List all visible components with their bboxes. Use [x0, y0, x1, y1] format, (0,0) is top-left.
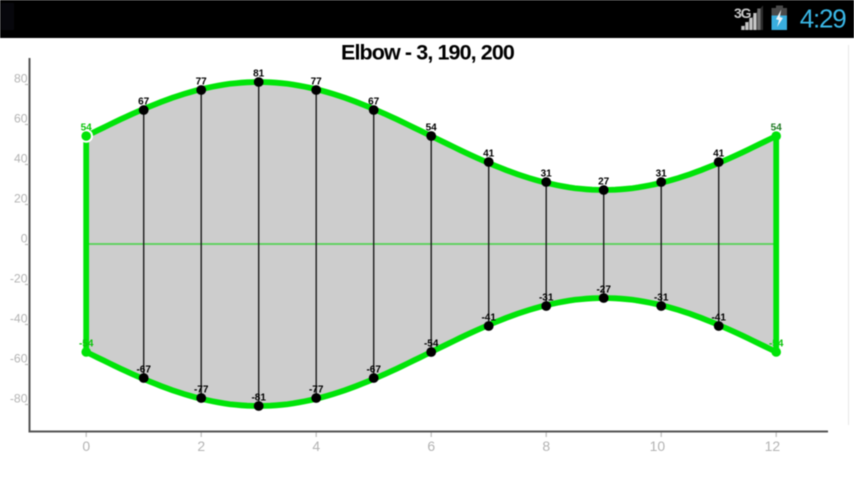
svg-text:-67: -67: [366, 364, 381, 375]
svg-text:54: 54: [426, 122, 438, 133]
svg-text:-67: -67: [136, 364, 151, 375]
svg-text:0: 0: [21, 232, 28, 246]
svg-text:-77: -77: [309, 384, 324, 395]
svg-text:41: 41: [713, 148, 725, 159]
svg-text:2: 2: [197, 438, 205, 454]
svg-text:4: 4: [312, 438, 320, 454]
svg-text:77: 77: [196, 76, 208, 87]
svg-text:-77: -77: [194, 384, 209, 395]
svg-text:6: 6: [427, 438, 435, 454]
svg-text:67: 67: [138, 96, 150, 107]
svg-text:4:29: 4:29: [800, 3, 847, 33]
svg-text:-20: -20: [10, 272, 28, 286]
svg-text:-81: -81: [251, 392, 266, 403]
svg-text:-54: -54: [79, 338, 94, 349]
svg-text:31: 31: [656, 168, 668, 179]
svg-text:27: 27: [598, 176, 610, 187]
svg-text:80: 80: [14, 72, 28, 86]
svg-text:-27: -27: [596, 284, 611, 295]
svg-text:60: 60: [14, 112, 28, 126]
svg-text:41: 41: [483, 148, 495, 159]
svg-text:20: 20: [14, 192, 28, 206]
svg-text:-31: -31: [539, 292, 554, 303]
svg-text:54: 54: [81, 122, 93, 133]
svg-text:3G: 3G: [734, 5, 752, 21]
svg-text:8: 8: [542, 438, 550, 454]
svg-text:12: 12: [765, 438, 781, 454]
svg-text:54: 54: [771, 122, 783, 133]
svg-text:Elbow - 3, 190, 200: Elbow - 3, 190, 200: [341, 41, 515, 65]
svg-text:-40: -40: [10, 312, 28, 326]
svg-text:77: 77: [311, 76, 323, 87]
svg-text:-31: -31: [654, 292, 669, 303]
svg-text:-41: -41: [711, 312, 726, 323]
svg-text:0: 0: [82, 438, 90, 454]
svg-text:81: 81: [253, 68, 265, 79]
svg-text:10: 10: [650, 438, 666, 454]
svg-text:-41: -41: [481, 312, 496, 323]
svg-text:67: 67: [368, 96, 380, 107]
svg-text:-60: -60: [10, 352, 28, 366]
svg-text:-54: -54: [424, 338, 439, 349]
svg-text:-80: -80: [10, 392, 28, 406]
svg-text:40: 40: [14, 152, 28, 166]
svg-text:31: 31: [541, 168, 553, 179]
